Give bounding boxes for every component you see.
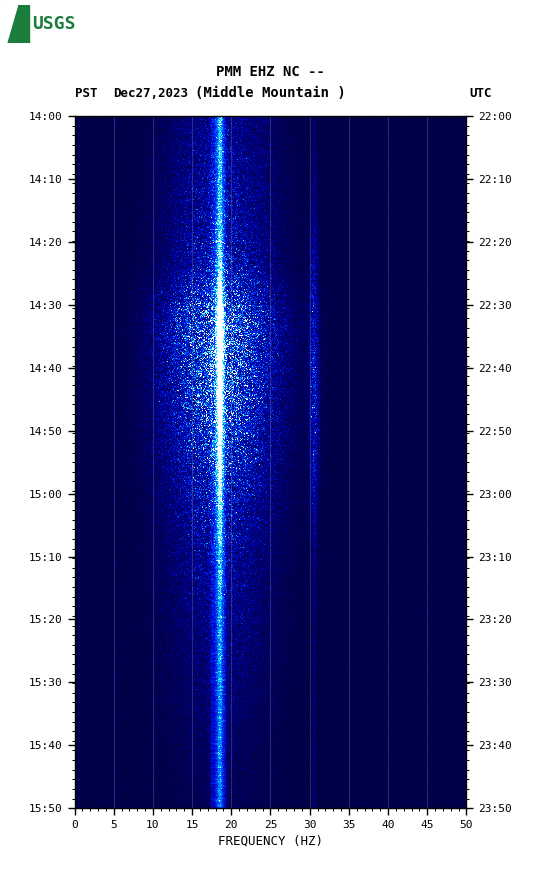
Bar <box>6 5 29 43</box>
Text: (Middle Mountain ): (Middle Mountain ) <box>195 86 346 100</box>
X-axis label: FREQUENCY (HZ): FREQUENCY (HZ) <box>218 834 323 847</box>
Text: UTC: UTC <box>469 87 492 100</box>
Text: PST: PST <box>75 87 97 100</box>
Polygon shape <box>6 5 17 43</box>
Text: PMM EHZ NC --: PMM EHZ NC -- <box>216 64 325 79</box>
Text: USGS: USGS <box>32 15 76 33</box>
Text: Dec27,2023: Dec27,2023 <box>113 87 188 100</box>
